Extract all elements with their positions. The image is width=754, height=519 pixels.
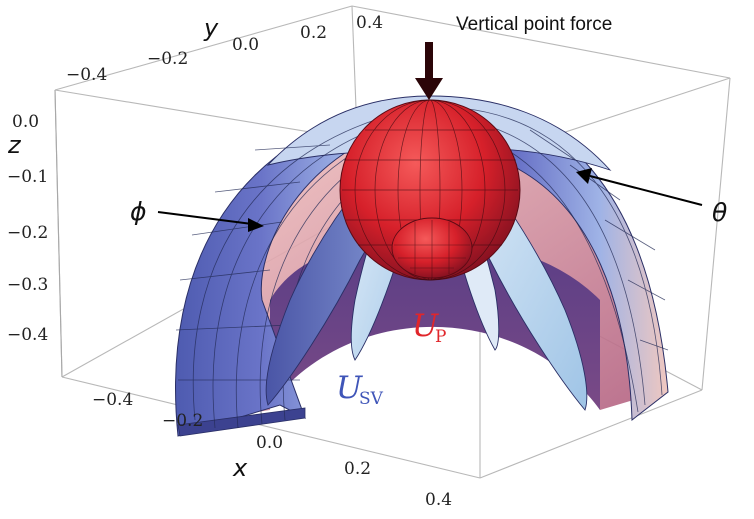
z-axis-label: z [7,131,22,159]
sv-wave-subscript: SV [359,389,384,409]
y-tick-label: 0.0 [232,35,259,55]
x-tick-label: −0.2 [162,411,203,431]
phi-arrow-icon [248,218,264,232]
vertical-force-arrow-icon [415,42,443,100]
x-tick-label: 0.0 [256,433,283,453]
x-tick-label: 0.2 [344,459,371,479]
z-tick-label: −0.4 [7,325,48,345]
x-tick-label: −0.4 [92,390,133,410]
theta-annotation: θ [576,168,727,227]
z-axis: z 0.0 −0.1 −0.2 −0.3 −0.4 [7,112,48,345]
x-tick-label: 0.4 [425,490,452,510]
z-tick-label: −0.1 [7,167,48,187]
y-axis: y −0.4 −0.2 0.0 0.2 0.4 [66,13,383,85]
x-axis: x −0.4 −0.2 0.0 0.2 0.4 [92,390,452,510]
y-tick-label: −0.2 [147,49,188,69]
y-axis-label: y [203,14,219,42]
p-wave-lower-bulb [391,217,473,279]
sv-wave-symbol: U [336,370,363,406]
y-tick-label: 0.2 [300,23,327,43]
phi-annotation: ϕ [130,197,264,232]
sv-wave-label: U SV [336,370,384,409]
y-tick-label: −0.4 [66,65,107,85]
phi-label: ϕ [130,197,147,226]
figure-title: Vertical point force [456,14,612,35]
theta-arrow-icon [576,168,592,184]
x-axis-label: x [232,454,248,482]
p-wave-symbol: U [412,308,439,344]
p-wave-subscript: P [435,327,446,347]
p-wave-label: U P [412,308,446,347]
bounding-box-front [54,89,63,378]
theta-label: θ [712,198,727,227]
y-tick-label: 0.4 [356,13,383,33]
p-wave-sphere [339,99,521,281]
z-tick-label: −0.3 [7,275,48,295]
z-tick-label: 0.0 [12,112,39,132]
z-tick-label: −0.2 [7,223,48,243]
